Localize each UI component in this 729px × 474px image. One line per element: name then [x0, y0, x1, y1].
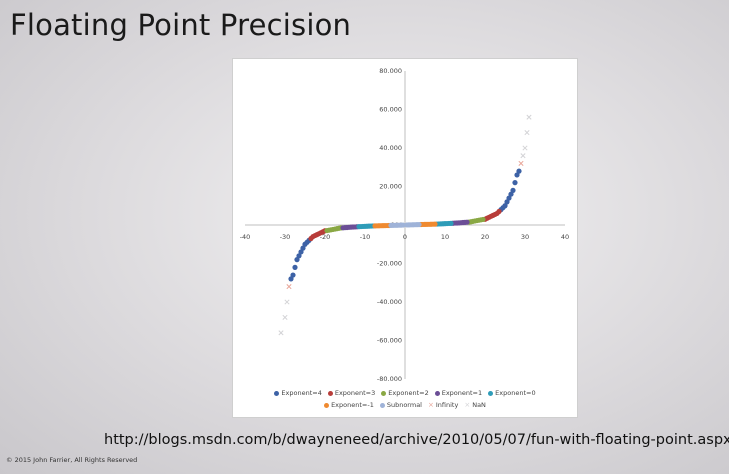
- scatter-chart: -40 -30 -20 -10 0 10 20 30 40 80.000 60.000 40.000 2…: [240, 67, 569, 383]
- legend-label: Exponent=-1: [331, 401, 374, 409]
- data-point: [340, 225, 346, 231]
- x-tick-label: -30: [280, 233, 291, 241]
- data-point: [388, 222, 394, 229]
- data-point: [284, 299, 290, 305]
- legend-dot-marker-icon: [488, 390, 494, 396]
- data-point: [514, 172, 520, 178]
- legend-label: NaN: [472, 401, 486, 409]
- legend-row: Exponent=-1 Subnormal × Infinity × NaN: [233, 401, 577, 409]
- data-point: [308, 235, 314, 242]
- data-point: [286, 284, 292, 290]
- legend-entry: Exponent=-1: [324, 401, 374, 409]
- tick-labels: -40 -30 -20 -10 0 10 20 30 40 80.000 60.000 40.000 2…: [240, 67, 569, 383]
- legend-entry: Exponent=0: [488, 389, 536, 397]
- chart-panel: -40 -30 -20 -10 0 10 20 30 40 80.000 60.000 40.000 2…: [232, 58, 578, 418]
- data-point: [464, 219, 470, 225]
- x-tick-label: -10: [360, 233, 371, 241]
- x-tick-label: -40: [240, 233, 251, 241]
- data-point: [300, 245, 306, 251]
- legend-entry: Exponent=2: [381, 389, 429, 397]
- legend-entry: × Infinity: [428, 401, 458, 409]
- data-point: [518, 160, 524, 166]
- data-point: [508, 191, 514, 197]
- x-tick-label: 30: [521, 233, 529, 241]
- data-point: [432, 221, 438, 227]
- data-point: [282, 314, 288, 320]
- data-point: [526, 114, 532, 120]
- legend-x-marker-icon: ×: [464, 400, 471, 409]
- data-point: [292, 264, 298, 270]
- data-point: [512, 180, 518, 186]
- legend-row: Exponent=4 Exponent=3 Exponent=2 Exponent=1…: [233, 389, 577, 397]
- data-point: [510, 187, 516, 193]
- data-point: [288, 276, 294, 282]
- data-point: [372, 223, 378, 229]
- legend-x-marker-icon: ×: [428, 400, 434, 409]
- legend-entry: × NaN: [464, 401, 486, 409]
- data-point: [448, 220, 454, 226]
- y-tick-label: -20.000: [377, 260, 402, 268]
- legend-dot-marker-icon: [324, 402, 330, 408]
- y-tick-label: 40.000: [379, 144, 402, 152]
- data-point: [496, 208, 502, 215]
- y-tick-label: -40.000: [377, 298, 402, 306]
- source-link[interactable]: http://blogs.msdn.com/b/dwayneneed/archi…: [104, 432, 729, 448]
- data-point: [278, 330, 284, 336]
- data-point: [296, 253, 302, 259]
- data-point: [504, 199, 510, 205]
- legend-label: Subnormal: [386, 401, 422, 409]
- data-point: [516, 168, 522, 174]
- legend-entry: Exponent=3: [327, 389, 376, 397]
- legend-label: Exponent=2: [388, 389, 429, 397]
- x-tick-label: 10: [441, 233, 449, 241]
- copyright-notice: © 2015 John Farrier, All Rights Reserved: [6, 456, 138, 464]
- x-tick-label: 40: [561, 233, 569, 241]
- data-point: [502, 203, 508, 209]
- y-tick-label: 80.000: [379, 67, 402, 75]
- y-tick-label: 20.000: [379, 183, 402, 191]
- legend-label: Exponent=3: [334, 389, 376, 397]
- data-point: [524, 130, 530, 136]
- data-points: [278, 114, 532, 336]
- legend-entry: Exponent=1: [434, 389, 483, 397]
- legend-dot-marker-icon: [327, 390, 333, 396]
- legend-dot-marker-icon: [381, 390, 387, 396]
- data-point: [298, 249, 304, 255]
- data-point: [324, 227, 330, 234]
- data-point: [416, 221, 422, 228]
- y-tick-label: -60.000: [377, 337, 402, 345]
- data-point: [480, 216, 486, 223]
- legend-entry: Subnormal: [379, 401, 422, 409]
- data-point: [506, 195, 512, 201]
- legend: Exponent=4 Exponent=3 Exponent=2 Exponent=1…: [233, 389, 577, 413]
- x-tick-label: 0: [403, 233, 407, 241]
- data-point: [294, 257, 300, 263]
- legend-label: Exponent=0: [495, 389, 536, 397]
- y-tick-label: 60.000: [379, 106, 402, 114]
- y-tick-label: -80.000: [377, 375, 402, 383]
- legend-dot-marker-icon: [274, 390, 280, 396]
- legend-label: Infinity: [435, 401, 459, 409]
- legend-dot-marker-icon: [379, 402, 385, 408]
- x-tick-label: 20: [481, 233, 489, 241]
- legend-label: Exponent=1: [441, 389, 483, 397]
- data-point: [520, 153, 526, 159]
- legend-entry: Exponent=4: [274, 389, 322, 397]
- data-point: [356, 224, 362, 230]
- data-point: [302, 241, 308, 247]
- data-point: [290, 272, 296, 278]
- legend-dot-marker-icon: [434, 390, 440, 396]
- legend-label: Exponent=4: [281, 389, 322, 397]
- slide-title: Floating Point Precision: [10, 8, 352, 42]
- x-tick-label: -20: [320, 233, 331, 241]
- data-point: [522, 145, 528, 151]
